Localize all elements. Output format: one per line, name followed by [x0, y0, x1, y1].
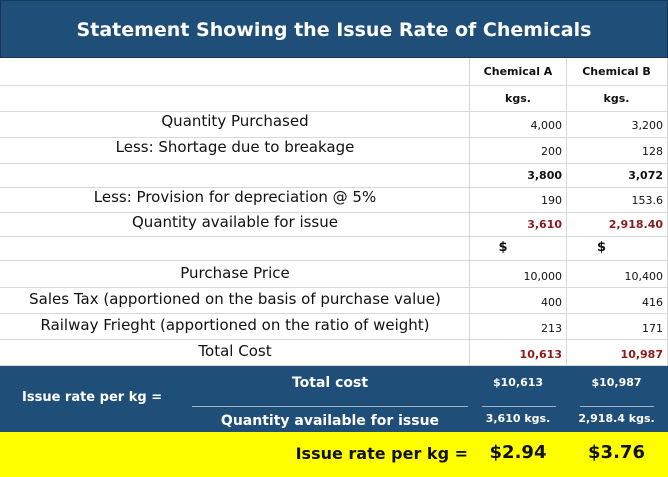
fraction-line — [482, 406, 556, 407]
chemical-b-value: 3,072 — [628, 169, 663, 182]
chemical-a-numerator: $10,613 — [492, 376, 544, 389]
railway-freight-row: Railway Frieght (apportioned on the rati… — [0, 314, 667, 340]
units-row: kgs. kgs. — [0, 86, 667, 112]
row-label: Railway Frieght (apportioned on the rati… — [40, 316, 430, 334]
chemical-a-issue-rate: $2.94 — [489, 442, 547, 463]
chemical-b-value: 10,400 — [624, 270, 664, 283]
chemical-a-value: 4,000 — [530, 119, 563, 132]
issue-rate-formula-band: Issue rate per kg = Total cost Quantity … — [0, 366, 668, 432]
chemical-a-value: 190 — [541, 194, 562, 207]
chemical-b-value: 2,918.40 — [608, 218, 663, 231]
chemical-a-currency: $ — [498, 240, 508, 255]
row-label: Purchase Price — [180, 264, 290, 282]
chemical-a-value: 213 — [541, 322, 562, 335]
column-header-row: Chemical A Chemical B — [0, 58, 667, 86]
chemical-a-denominator: 3,610 kgs. — [485, 412, 551, 425]
chemical-a-value: 10,613 — [519, 348, 562, 361]
row-label: Quantity available for issue — [132, 213, 338, 231]
formula-numerator: Total cost — [291, 375, 369, 391]
statement-title: Statement Showing the Issue Rate of Chem… — [0, 0, 668, 58]
total-cost-row: Total Cost 10,613 10,987 — [0, 340, 667, 366]
depreciation-row: Less: Provision for depreciation @ 5% 19… — [0, 188, 667, 213]
chemical-b-value: 416 — [642, 296, 663, 309]
chemical-b-issue-rate: $3.76 — [588, 442, 645, 463]
sales-tax-row: Sales Tax (apportioned on the basis of p… — [0, 288, 667, 314]
quantity-purchased-row: Quantity Purchased 4,000 3,200 — [0, 112, 667, 138]
row-label: Quantity Purchased — [161, 112, 309, 130]
chemical-a-value: 400 — [541, 296, 562, 309]
chemical-b-numerator: $10,987 — [591, 376, 642, 389]
chemical-a-value: 200 — [541, 145, 562, 158]
chemical-b-header: Chemical B — [582, 65, 651, 78]
chemical-b-value: 3,200 — [631, 119, 664, 132]
chemical-a-value: 3,800 — [527, 169, 562, 182]
quantity-available-row: Quantity available for issue 3,610 2,918… — [0, 213, 667, 237]
chemical-b-currency: $ — [596, 240, 607, 255]
chemical-a-header: Chemical A — [483, 65, 553, 78]
chemical-b-denominator: 2,918.4 kgs. — [578, 412, 655, 425]
result-label: Issue rate per kg = — [295, 444, 468, 463]
chemical-a-value: 10,000 — [523, 270, 563, 283]
purchase-price-row: Purchase Price 10,000 10,400 — [0, 261, 667, 288]
formula-denominator: Quantity available for issue — [220, 413, 440, 429]
fraction-line — [580, 406, 654, 407]
chemical-b-unit: kgs. — [603, 92, 630, 105]
shortage-row: Less: Shortage due to breakage 200 128 — [0, 138, 667, 164]
chemical-b-value: 10,987 — [620, 348, 663, 361]
row-label: Sales Tax (apportioned on the basis of p… — [29, 290, 441, 308]
row-label: Less: Provision for depreciation @ 5% — [93, 188, 377, 206]
chemical-b-value: 171 — [642, 322, 663, 335]
chemical-b-value: 128 — [642, 145, 663, 158]
issue-rate-result-band: Issue rate per kg = $2.94 $3.76 — [0, 432, 668, 477]
chemical-a-unit: kgs. — [505, 92, 531, 105]
formula-label: Issue rate per kg = — [22, 390, 163, 405]
row-label: Less: Shortage due to breakage — [115, 138, 355, 156]
row-label: Total Cost — [198, 342, 272, 360]
chemical-a-value: 3,610 — [527, 218, 562, 231]
currency-row: $ $ — [0, 237, 667, 261]
fraction-line — [192, 406, 468, 407]
chemical-b-value: 153.6 — [631, 194, 664, 207]
subtotal-row: 3,800 3,072 — [0, 164, 667, 188]
